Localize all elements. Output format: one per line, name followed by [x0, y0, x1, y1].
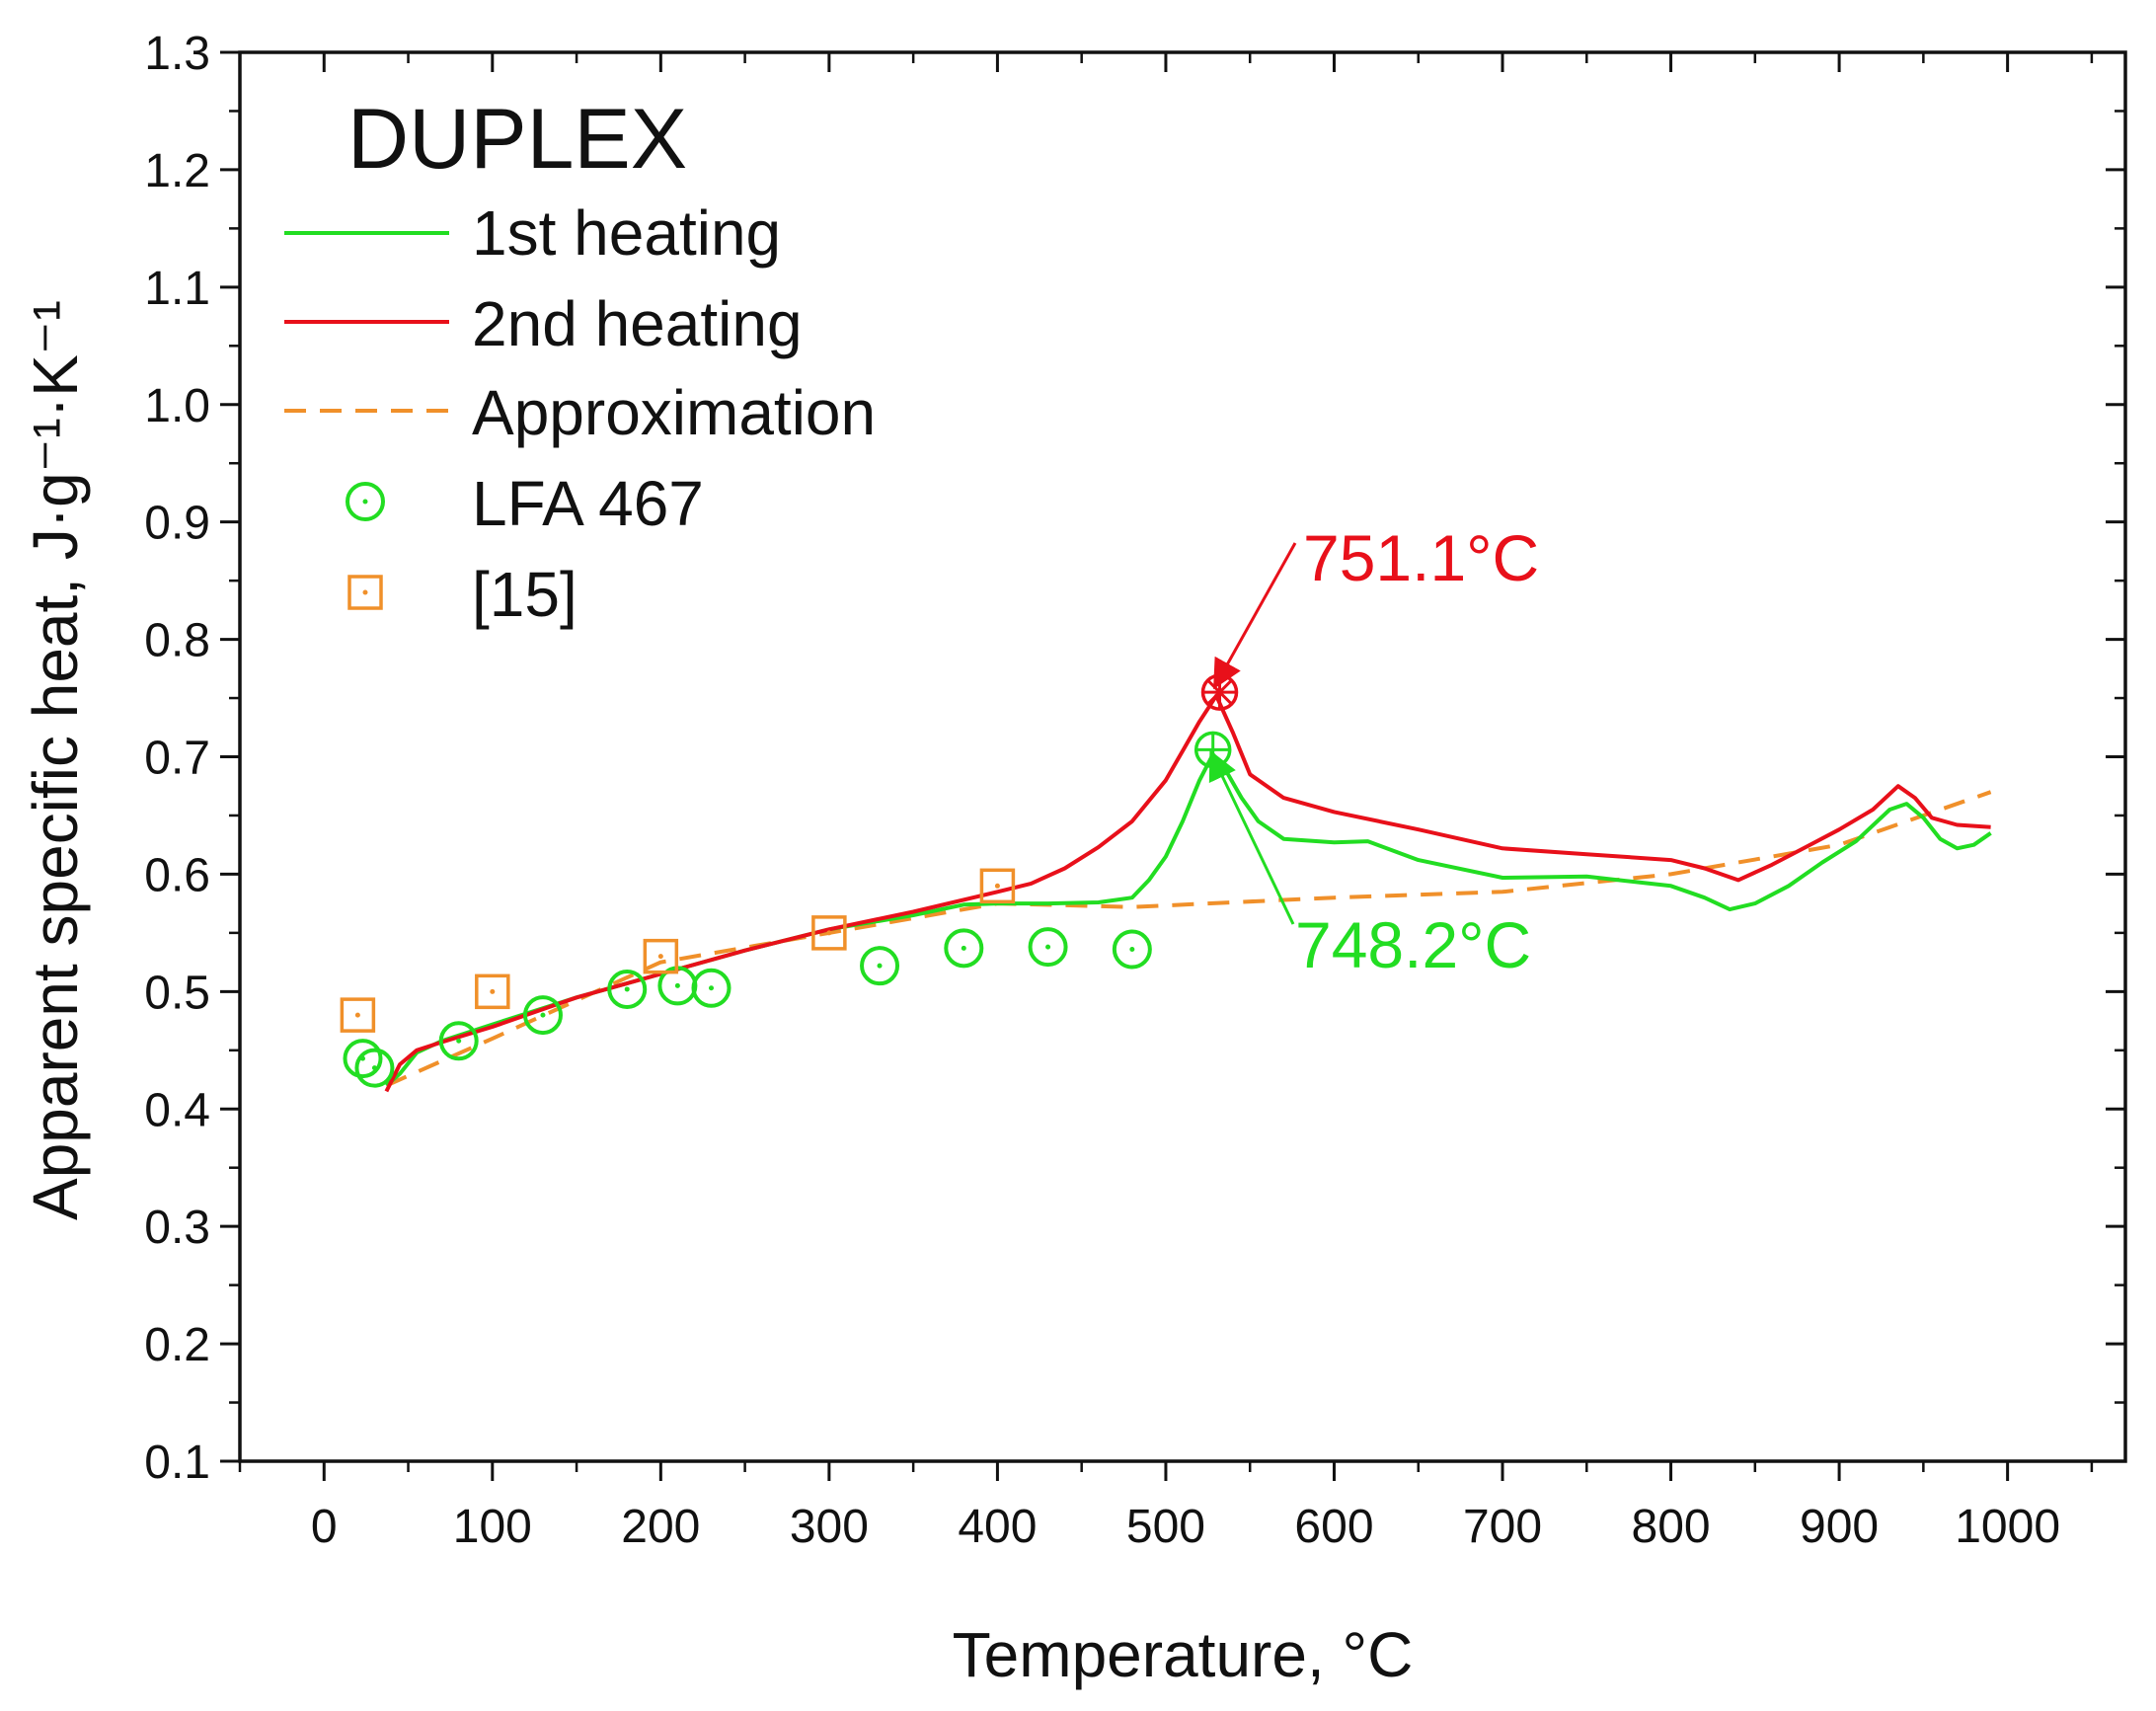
x-tick-label: 100 — [453, 1501, 532, 1553]
y-tick-label: 0.6 — [144, 849, 210, 901]
ref15-point — [979, 868, 1016, 904]
y-tick-label: 0.1 — [144, 1437, 210, 1489]
chart-title: DUPLEX — [347, 92, 687, 187]
y-tick-label: 0.8 — [144, 615, 210, 667]
series-2nd-heating-line — [384, 693, 1991, 1093]
lfa467-point — [1028, 927, 1068, 968]
lfa467-point — [438, 1021, 479, 1061]
annotation-arrow-red — [1213, 542, 1297, 690]
y-tick-label: 1.0 — [144, 380, 210, 432]
ref15-point — [643, 938, 679, 974]
x-tick-label: 0 — [311, 1501, 338, 1553]
y-tick-label: 0.4 — [144, 1084, 210, 1136]
series-approximation-line — [385, 790, 1992, 1088]
legend-label-2nd-heating: 2nd heating — [472, 288, 803, 359]
x-tick-label: 1000 — [1955, 1501, 2060, 1553]
x-tick-label: 400 — [958, 1501, 1037, 1553]
legend: 1st heating 2nd heating Approximation LF… — [284, 197, 876, 630]
lfa467-point — [607, 969, 648, 1009]
x-tick-label: 500 — [1126, 1501, 1205, 1553]
ref15-point — [340, 997, 376, 1033]
legend-swatch-lfa467 — [346, 482, 385, 521]
y-tick-label: 0.7 — [144, 733, 210, 785]
y-axis-title: Apparent specific heat, J·g⁻¹·K⁻¹ — [20, 300, 91, 1220]
lfa467-point — [343, 1039, 383, 1079]
lfa467-point — [354, 1048, 395, 1088]
y-tick-label: 0.9 — [144, 498, 210, 550]
x-axis-ticks: 0 100 200 300 400 500 600 700 800 900 1000 — [238, 52, 2094, 1553]
y-tick-label: 0.5 — [144, 967, 210, 1019]
x-tick-label: 600 — [1294, 1501, 1373, 1553]
legend-swatch-ref15 — [347, 575, 383, 610]
y-tick-label: 1.3 — [144, 28, 210, 80]
x-tick-label: 900 — [1800, 1501, 1879, 1553]
lfa467-point — [522, 995, 563, 1036]
peak-annotation-1st: 748.2°C — [1295, 908, 1531, 981]
ref15-point — [475, 973, 510, 1010]
peak-annotation-2nd: 751.1°C — [1303, 521, 1539, 594]
legend-label-lfa467: LFA 467 — [472, 468, 704, 539]
series-1st-heating-line — [385, 752, 1992, 1088]
x-tick-label: 800 — [1632, 1501, 1711, 1553]
legend-label-1st-heating: 1st heating — [472, 197, 781, 269]
x-axis-title: Temperature, °C — [953, 1619, 1414, 1690]
peak-marker-1st-heating — [1194, 731, 1232, 769]
lfa467-point — [691, 968, 732, 1008]
lfa467-point — [860, 946, 900, 986]
annotation-arrow-green — [1208, 749, 1295, 925]
x-tick-label: 200 — [621, 1501, 700, 1553]
legend-label-approximation: Approximation — [472, 377, 876, 448]
y-tick-label: 1.1 — [144, 263, 210, 315]
legend-label-ref15: [15] — [472, 559, 578, 630]
y-axis-ticks: 0.1 0.2 0.3 0.4 0.5 0.6 0.7 0.8 0.9 1.0 1.1 1.2 1.3 — [144, 28, 2125, 1489]
y-tick-label: 1.2 — [144, 145, 210, 197]
ref15-point — [811, 915, 847, 951]
y-tick-label: 0.3 — [144, 1202, 210, 1254]
lfa467-point — [944, 928, 984, 969]
y-tick-label: 0.2 — [144, 1319, 210, 1371]
x-tick-label: 300 — [790, 1501, 869, 1553]
series-layer — [340, 693, 1992, 1093]
x-tick-label: 700 — [1463, 1501, 1542, 1553]
lfa467-point — [1112, 929, 1152, 970]
